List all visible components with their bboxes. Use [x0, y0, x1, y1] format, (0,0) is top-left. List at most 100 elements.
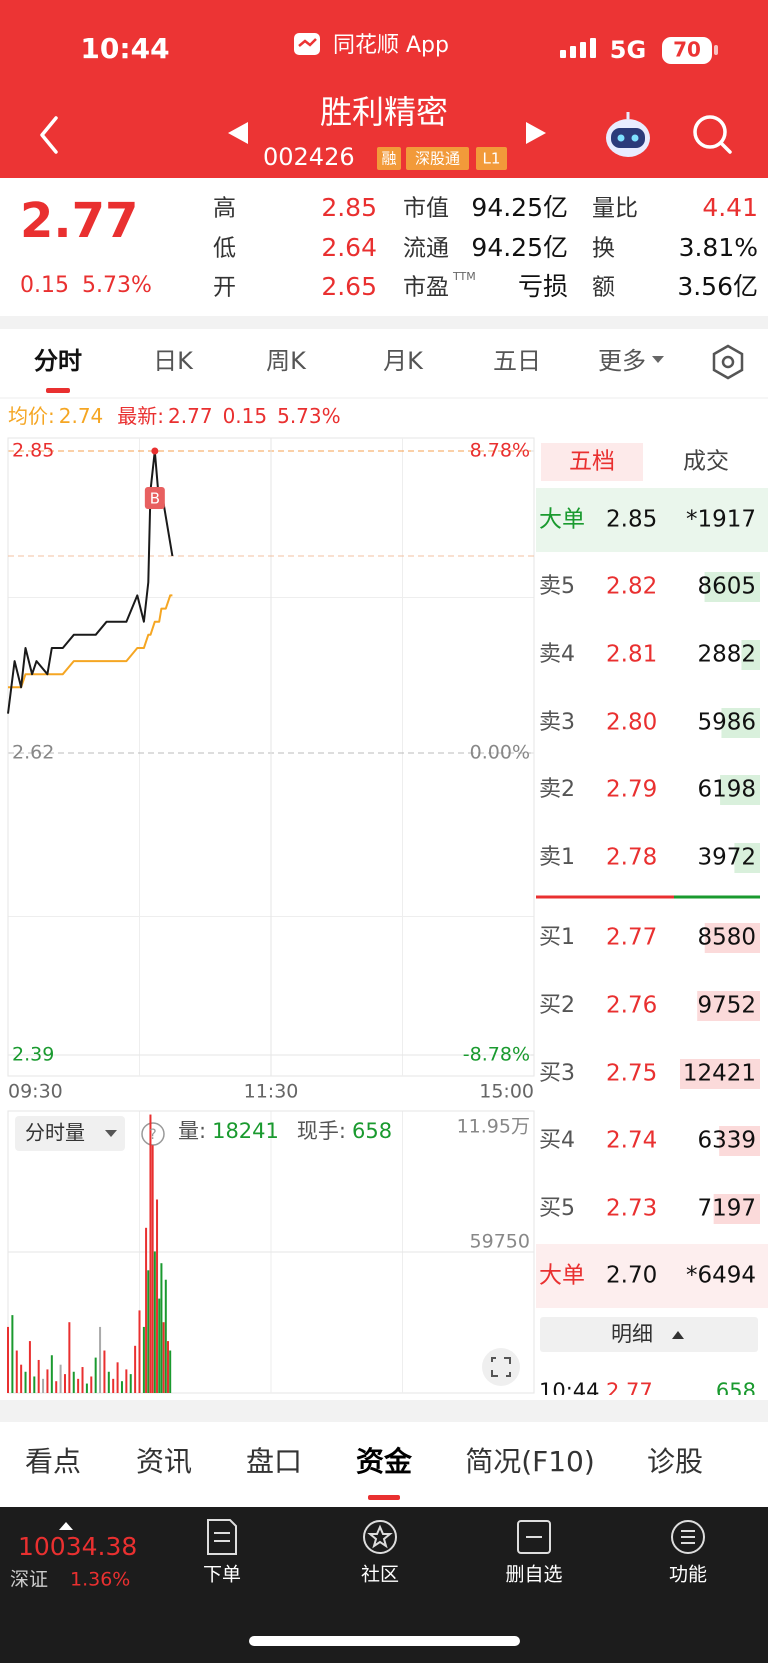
volume-bar	[145, 1227, 148, 1393]
action-button[interactable]: 下单	[203, 1564, 241, 1586]
volume-bar	[162, 1322, 165, 1393]
volume-bar	[151, 1145, 154, 1393]
volume-bar	[11, 1315, 14, 1393]
trade-volume: 658	[716, 1379, 756, 1403]
action-button[interactable]: 删自选	[505, 1564, 562, 1586]
big-order-label: 大单	[539, 1263, 585, 1289]
volume-bar	[107, 1371, 110, 1393]
action-button[interactable]: 功能	[669, 1564, 707, 1586]
y-tick-label: 2.39	[12, 1044, 54, 1066]
badge	[476, 147, 507, 170]
previous-stock[interactable]	[228, 122, 248, 144]
trade-marker	[144, 487, 165, 509]
peak-point	[151, 447, 159, 455]
level-price: 2.75	[606, 1061, 657, 1087]
badge	[377, 147, 401, 170]
action-button[interactable]: 社区	[361, 1564, 399, 1586]
volume-bar	[59, 1364, 62, 1393]
action-icons	[207, 1519, 705, 1555]
dropdown-arrow	[105, 1130, 117, 1137]
text-part: 18241	[212, 1119, 279, 1143]
volume-depth	[719, 1126, 760, 1156]
active-tab-indicator	[46, 388, 70, 393]
volume-depth	[697, 991, 760, 1021]
level-label: 买3	[539, 1061, 575, 1086]
level-volume: 2882	[697, 642, 756, 668]
chart-tab[interactable]: 分时	[34, 347, 82, 375]
level-label: 买2	[539, 993, 575, 1018]
battery-icon	[662, 37, 712, 64]
collapse-arrow[interactable]	[59, 1522, 73, 1530]
chart-tab[interactable]: 五日	[493, 347, 541, 375]
section-tab[interactable]: 资金	[356, 1445, 413, 1478]
order-tab[interactable]: 成交	[683, 449, 729, 475]
chart-tab[interactable]: 日K	[153, 347, 194, 375]
volume-depth	[721, 708, 760, 738]
section-tab[interactable]: 诊股	[647, 1445, 703, 1478]
stat-value: 4.41	[702, 193, 758, 222]
y2-tick-label: 0.00%	[470, 742, 530, 764]
trade-price: 2.77	[606, 1379, 653, 1403]
volume-depth	[734, 843, 760, 873]
price-change: 0.15	[20, 273, 69, 298]
volume-bar	[156, 1199, 159, 1393]
stat-label-sup: TTM	[452, 270, 476, 283]
text-part: 658	[352, 1119, 392, 1143]
settings-button[interactable]	[712, 344, 744, 380]
volume-selector[interactable]	[15, 1116, 125, 1151]
separator	[0, 316, 768, 329]
volume-bar	[116, 1362, 119, 1393]
stat-value: 3.56亿	[677, 272, 758, 301]
price-change-pct: 5.73%	[82, 273, 152, 298]
y-tick-label: 59750	[470, 1231, 530, 1253]
volume-bar	[81, 1367, 84, 1393]
volume-title: 分时量	[25, 1121, 85, 1145]
volume-depth	[713, 1194, 760, 1224]
section-tab[interactable]: 资讯	[136, 1445, 192, 1478]
text-part: 0.15	[223, 404, 268, 428]
section-tab[interactable]: 看点	[25, 1445, 81, 1478]
level-volume: 5986	[697, 710, 756, 736]
volume-bar	[134, 1345, 137, 1393]
search-button[interactable]	[693, 115, 732, 154]
section-tab[interactable]: 简况(F10)	[465, 1445, 595, 1478]
next-stock[interactable]	[526, 122, 546, 144]
big-order-volume: *1917	[686, 507, 756, 533]
volume-bar	[160, 1263, 163, 1393]
chart-tab[interactable]: 更多	[598, 347, 646, 375]
text-part: 均价:	[8, 404, 55, 428]
order-tab[interactable]: 五档	[569, 449, 615, 475]
text-part: 现手:	[297, 1119, 346, 1143]
volume-depth	[704, 923, 760, 953]
chart-tab[interactable]: 月K	[383, 347, 424, 375]
x-tick-label: 11:30	[244, 1081, 299, 1103]
stat-label: 市值	[403, 196, 449, 222]
trade-time: 10:44	[539, 1379, 600, 1403]
y-tick-label: 2.62	[12, 742, 54, 764]
volume-bar	[24, 1371, 27, 1393]
section-tab[interactable]: 盘口	[246, 1445, 302, 1478]
volume-bar	[55, 1381, 58, 1393]
volume-bar	[50, 1355, 53, 1393]
badge-label: 深股通	[415, 150, 460, 168]
active-section-indicator	[368, 1495, 400, 1500]
level-price: 2.79	[606, 777, 657, 803]
level-label: 买4	[539, 1128, 575, 1153]
y2-tick-label: -8.78%	[463, 1044, 530, 1066]
assistant-robot[interactable]	[606, 112, 650, 157]
y-tick-label: 2.85	[12, 440, 54, 462]
back-button[interactable]	[40, 116, 58, 154]
app-name: 同花顺 App	[333, 33, 449, 58]
expand-icon	[491, 1357, 511, 1377]
level-price: 2.81	[606, 642, 657, 668]
battery-level: 70	[673, 38, 701, 62]
big-order-row	[536, 488, 768, 552]
help-label: ?	[149, 1127, 156, 1143]
y2-tick-label: 8.78%	[470, 440, 530, 462]
level-volume: 12421	[683, 1061, 756, 1087]
chart-tab[interactable]: 周K	[266, 347, 307, 375]
help-icon[interactable]	[141, 1122, 165, 1146]
level-price: 2.82	[606, 574, 657, 600]
expand-button[interactable]	[482, 1348, 520, 1386]
detail-button[interactable]	[540, 1317, 758, 1352]
